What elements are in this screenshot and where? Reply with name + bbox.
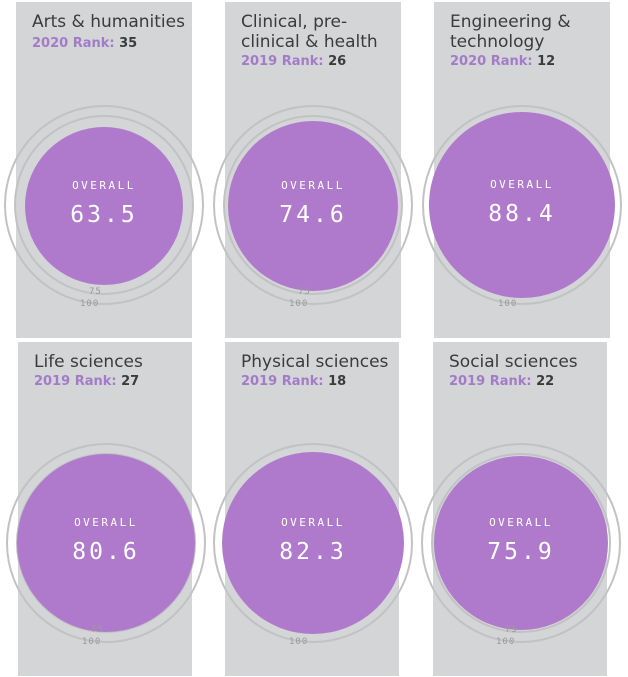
rank-value: 22 xyxy=(536,374,555,389)
gauge-ring xyxy=(6,443,206,643)
overall-value: 74.6 xyxy=(279,202,347,228)
tick-100: 100 xyxy=(80,299,100,309)
overall-value: 88.4 xyxy=(488,201,556,227)
gauge-ring xyxy=(213,105,413,305)
overall-value: 75.9 xyxy=(487,539,555,565)
card-rank: 2019 Rank: 26 xyxy=(241,54,346,69)
overall-label: OVERALL xyxy=(490,178,554,191)
card-title: Arts & humanities xyxy=(32,12,185,32)
overall-score-gauge: OVERALL 74.6 xyxy=(228,121,398,291)
gauge-ring-inner xyxy=(223,115,403,295)
rank-value: 27 xyxy=(121,374,140,389)
card-title: Clinical, pre-clinical & health xyxy=(241,12,378,52)
gauge-ring xyxy=(213,443,413,643)
tick-100: 100 xyxy=(289,637,309,647)
gauge-ring-inner xyxy=(431,453,611,633)
tick-75: 75 xyxy=(91,625,104,635)
card-title: Physical sciences xyxy=(241,352,389,372)
rank-label: 2019 Rank: xyxy=(241,374,324,389)
overall-score-gauge: OVERALL 82.3 xyxy=(222,452,404,634)
tick-100: 100 xyxy=(496,637,516,647)
tick-75: 75 xyxy=(89,287,102,297)
rank-label: 2019 Rank: xyxy=(241,54,324,69)
tick-75: 75 xyxy=(505,625,518,635)
tick-100: 100 xyxy=(498,299,518,309)
overall-label: OVERALL xyxy=(74,516,138,529)
rank-value: 18 xyxy=(328,374,347,389)
rank-value: 26 xyxy=(328,54,347,69)
card-title: Engineering & technology xyxy=(450,12,571,52)
card-rank: 2019 Rank: 27 xyxy=(34,374,139,389)
tick-75: 75 xyxy=(298,287,311,297)
overall-label: OVERALL xyxy=(281,179,345,192)
card-rank: 2019 Rank: 18 xyxy=(241,374,346,389)
card-rank: 2020 Rank: 35 xyxy=(32,36,137,51)
gauge-ring xyxy=(421,443,621,643)
card-rank: 2019 Rank: 22 xyxy=(449,374,554,389)
overall-label: OVERALL xyxy=(281,516,345,529)
card-title: Social sciences xyxy=(449,352,578,372)
overall-score-gauge: OVERALL 75.9 xyxy=(434,456,608,630)
overall-label: OVERALL xyxy=(72,179,136,192)
gauge-ring-inner xyxy=(14,115,194,295)
overall-label: OVERALL xyxy=(489,516,553,529)
rank-label: 2020 Rank: xyxy=(32,36,115,51)
overall-score-gauge: OVERALL 63.5 xyxy=(25,127,183,285)
overall-score-gauge: OVERALL 80.6 xyxy=(17,454,195,632)
gauge-ring xyxy=(422,105,622,305)
gauge-ring xyxy=(4,105,204,305)
rank-value: 12 xyxy=(537,54,556,69)
rank-label: 2019 Rank: xyxy=(449,374,532,389)
overall-value: 63.5 xyxy=(70,202,138,228)
overall-value: 82.3 xyxy=(279,539,347,565)
rank-label: 2020 Rank: xyxy=(450,54,533,69)
overall-score-gauge: OVERALL 88.4 xyxy=(429,112,615,298)
tick-100: 100 xyxy=(289,299,309,309)
tick-100: 100 xyxy=(82,637,102,647)
rank-label: 2019 Rank: xyxy=(34,374,117,389)
card-title: Life sciences xyxy=(34,352,143,372)
card-rank: 2020 Rank: 12 xyxy=(450,54,555,69)
overall-value: 80.6 xyxy=(72,539,140,565)
rank-value: 35 xyxy=(119,36,138,51)
